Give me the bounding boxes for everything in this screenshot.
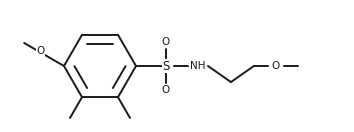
Text: NH: NH: [190, 61, 206, 71]
Text: O: O: [162, 85, 170, 95]
Text: O: O: [162, 37, 170, 47]
Text: O: O: [36, 46, 45, 56]
Text: O: O: [272, 61, 280, 71]
Text: S: S: [162, 60, 170, 72]
